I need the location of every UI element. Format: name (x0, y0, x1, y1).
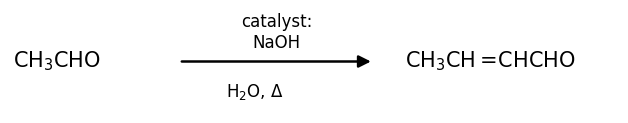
Text: NaOH: NaOH (252, 34, 300, 52)
Text: catalyst:: catalyst: (241, 13, 312, 31)
Text: $\mathregular{H_2O}$, $\Delta$: $\mathregular{H_2O}$, $\Delta$ (225, 82, 283, 102)
Text: $\mathregular{CH_3CHO}$: $\mathregular{CH_3CHO}$ (13, 50, 100, 73)
Text: $\mathregular{CH_3CH}$$\mathregular{=\!}$$\mathregular{CHCHO}$: $\mathregular{CH_3CH}$$\mathregular{=\!}… (405, 50, 576, 73)
